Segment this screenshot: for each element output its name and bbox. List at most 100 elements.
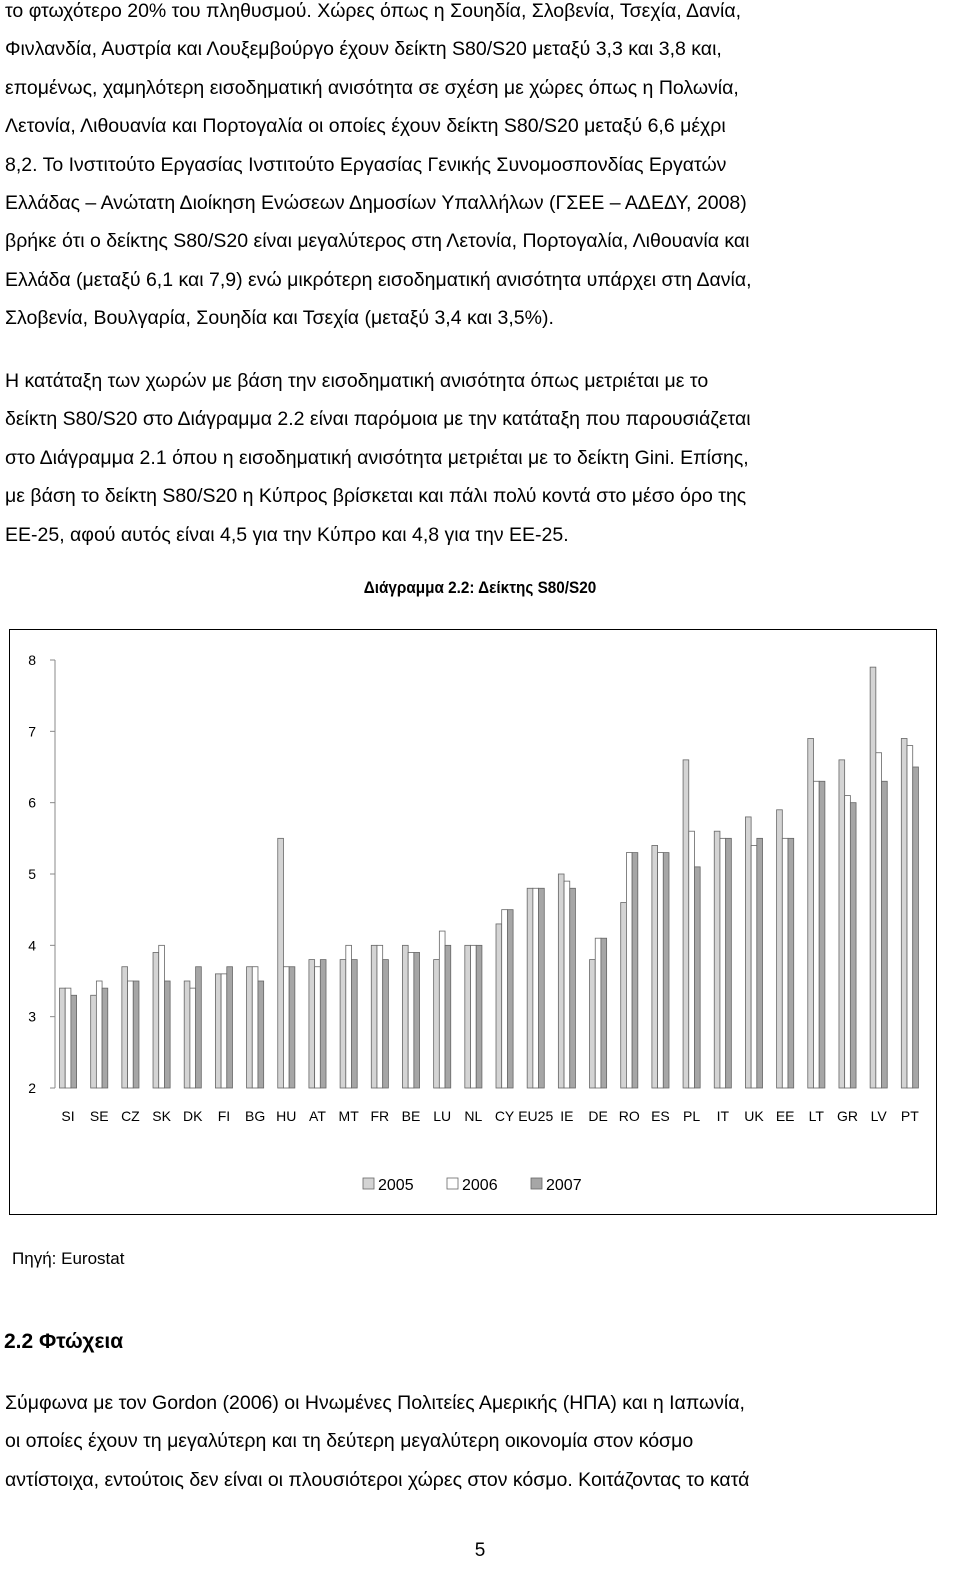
category-label: SK	[152, 1108, 171, 1124]
y-tick-label: 8	[28, 652, 36, 668]
bar-2007-UK	[756, 837, 763, 1089]
y-tick-label: 3	[28, 1009, 36, 1025]
bar-2007-NL	[475, 944, 483, 1089]
paragraph-2-text: Η κατάταξη των χωρών με βάση την εισοδημ…	[5, 362, 955, 554]
bar-2006-CY	[501, 909, 508, 1089]
category-label: IE	[560, 1108, 573, 1124]
y-tick-label: 2	[28, 1080, 36, 1096]
bar-2005-LT	[807, 738, 814, 1089]
category-label: IT	[717, 1108, 730, 1124]
legend-label: 2006	[462, 1177, 498, 1194]
bar-2007-SE	[101, 987, 109, 1089]
paragraph-3: Σύμφωνα με τον Gordon (2006) οι Ηνωμένες…	[5, 1384, 955, 1499]
bar-2007-LV	[881, 780, 888, 1089]
y-tick-label: 5	[28, 866, 36, 882]
text-line: Λετονία, Λιθουανία και Πορτογαλία οι οπο…	[5, 115, 726, 138]
legend-label: 2007	[546, 1177, 582, 1194]
bar-2005-FR	[370, 944, 378, 1089]
category-label: GR	[837, 1108, 858, 1124]
category-label: EE	[776, 1108, 795, 1124]
bar-2006-SK	[158, 944, 165, 1089]
bar-2006-LT	[813, 780, 820, 1089]
bar-2007-DK	[195, 966, 202, 1089]
category-label: BE	[402, 1108, 421, 1124]
bar-2005-PT	[900, 738, 908, 1089]
text-line: Ελλάδα (μεταξύ 6,1 και 7,9) ενώ μικρότερ…	[5, 268, 752, 291]
text-line: Φινλανδία, Αυστρία και Λουξεμβούργο έχου…	[5, 38, 722, 61]
category-label: FR	[370, 1108, 389, 1124]
text-line: το φτωχότερο 20% του πληθυσμού. Χώρες όπ…	[5, 0, 742, 22]
bar-2007-RO	[631, 852, 639, 1089]
bar-2006-LU	[438, 930, 446, 1089]
bar-2007-SI	[70, 994, 78, 1089]
text-line: Ελλάδας – Ανώτατη Διοίκηση Ενώσεων Δημοσ…	[5, 192, 747, 215]
paragraph-2: Η κατάταξη των χωρών με βάση την εισοδημ…	[5, 362, 955, 554]
category-label: DK	[183, 1108, 203, 1124]
bar-2006-IE	[563, 880, 571, 1089]
chart-source: Πηγή: Eurostat	[12, 1249, 125, 1268]
bar-2005-SI	[59, 987, 66, 1089]
category-label: NL	[464, 1108, 482, 1124]
bar-2006-GR	[844, 795, 851, 1089]
bar-2007-AT	[319, 959, 327, 1089]
y-tick-label: 7	[28, 723, 36, 739]
bar-2005-GR	[838, 759, 846, 1089]
bar-2007-IT	[725, 837, 732, 1089]
category-label: LU	[433, 1108, 451, 1124]
category-label: LV	[871, 1108, 888, 1124]
text-line: Η κατάταξη των χωρών με βάση την εισοδημ…	[5, 370, 709, 392]
bar-2005-EE	[776, 809, 783, 1089]
paragraph-1: το φτωχότερο 20% του πληθυσμού. Χώρες όπ…	[5, 0, 955, 338]
bar-2005-SE	[90, 994, 97, 1089]
bar-2005-PL	[682, 759, 690, 1089]
bar-2005-LU	[433, 959, 440, 1089]
bar-2007-GR	[849, 802, 857, 1089]
text-line: με βάση το δείκτη S80/S20 η Κύπρος βρίσκ…	[5, 485, 747, 508]
bar-2006-SE	[95, 980, 103, 1089]
chart-title: Διάγραμμα 2.2: Δείκτης S80/S20	[363, 578, 597, 597]
bar-2005-CY	[495, 923, 503, 1089]
bar-2006-FR	[376, 944, 384, 1089]
bar-2005-FI	[214, 973, 222, 1089]
bar-2006-DE	[594, 937, 602, 1089]
text-line: Σλοβενία, Βουλγαρία, Σουηδία και Τσεχία …	[5, 307, 554, 330]
category-label: ES	[651, 1108, 670, 1124]
paragraph-3-text: Σύμφωνα με τον Gordon (2006) οι Ηνωμένες…	[5, 1384, 955, 1499]
bar-2007-SK	[164, 980, 171, 1089]
bar-2006-ES	[657, 852, 664, 1089]
text-line: οι οποίες έχουν τη μεγαλύτερη και τη δεύ…	[5, 1430, 694, 1453]
category-label: CY	[495, 1108, 515, 1124]
category-label: PL	[683, 1108, 700, 1124]
bar-2007-ES	[662, 852, 670, 1089]
bar-2007-BE	[413, 952, 420, 1089]
category-label: LT	[809, 1108, 825, 1124]
bar-2005-BE	[402, 944, 409, 1089]
bar-2007-LU	[444, 944, 452, 1089]
bar-2005-ES	[651, 845, 658, 1089]
category-label: FI	[218, 1108, 230, 1124]
bar-2007-HU	[288, 966, 296, 1089]
bar-2005-LV	[869, 666, 877, 1089]
category-label: EU25	[518, 1108, 553, 1124]
bar-2006-UK	[750, 845, 758, 1089]
bar-2006-RO	[626, 852, 633, 1089]
bar-2007-FI	[226, 966, 233, 1089]
bar-2007-EU25	[538, 887, 545, 1089]
bar-2007-DE	[600, 937, 608, 1089]
bar-2005-IE	[557, 873, 565, 1089]
bar-2006-BG	[251, 966, 259, 1089]
bar-2006-CZ	[127, 980, 134, 1089]
bar-2006-NL	[470, 944, 477, 1089]
bar-2005-AT	[308, 959, 316, 1089]
bar-2006-DK	[189, 987, 197, 1089]
category-label: UK	[744, 1108, 764, 1124]
bar-2006-IT	[719, 837, 727, 1089]
bar-2007-CY	[506, 909, 514, 1089]
bar-2007-MT	[351, 959, 358, 1089]
bar-2007-EE	[787, 837, 795, 1089]
category-label: CZ	[121, 1108, 140, 1124]
bar-2005-BG	[246, 966, 253, 1089]
bar-2005-HU	[277, 837, 284, 1089]
page-number: 5	[474, 1540, 486, 1561]
category-label: RO	[619, 1108, 640, 1124]
